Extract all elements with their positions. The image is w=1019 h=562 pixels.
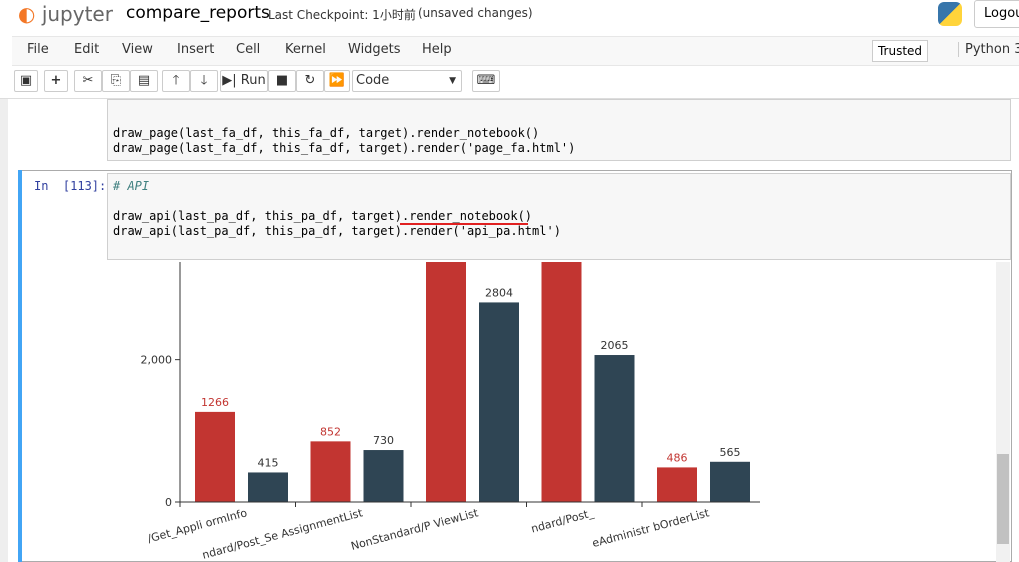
code-line: draw_page(last_fa_df, this_fa_df, target… [113,126,540,140]
value-label: 415 [258,456,279,469]
save-status: (unsaved changes) [418,6,533,20]
move-down-button[interactable]: 🡓 [190,70,218,92]
kernel-name: Python 3 [958,42,1019,57]
value-label: 565 [720,446,741,459]
bar [426,262,466,502]
insert-button[interactable]: + [44,70,68,92]
menu-item[interactable]: Help [422,42,452,57]
move-up-button[interactable]: 🡑 [162,70,190,92]
x-tick-label: NonStandard/P ViewList [349,506,480,553]
y-tick-label: 2,000 [141,354,173,367]
logo-text: jupyter [41,2,113,26]
bar [657,467,697,502]
paste-button[interactable]: ▤ [130,70,158,92]
logout-button[interactable]: Logou [974,0,1019,28]
menu-item[interactable]: View [122,42,153,57]
python-logo [938,2,962,26]
code-input[interactable] [107,173,1011,260]
cell-type-select[interactable]: Code ▼ [352,70,462,92]
value-label: 1266 [201,396,229,409]
menubar [12,36,1019,66]
menu-item[interactable]: Kernel [285,42,326,57]
menu-item[interactable]: File [27,42,49,57]
keyboard-button[interactable]: ⌨ [472,70,500,92]
value-label: 2804 [485,286,513,299]
value-label: 852 [320,425,341,438]
cell-prompt: In [113]: [34,179,107,193]
bar [479,302,519,502]
bar [195,411,235,502]
run-label: Run [240,73,266,88]
restart-button[interactable]: ↻ [296,70,324,92]
run-all-button[interactable]: ⏩ [324,70,350,92]
cell-type-label: Code [356,73,390,88]
bar [541,262,582,502]
code-line: draw_api(last_pa_df, this_pa_df, target)… [113,209,533,223]
stop-button[interactable]: ■ [268,70,296,92]
menu-item[interactable]: Insert [177,42,215,57]
checkpoint: Last Checkpoint: 1小时前 [268,8,416,22]
annotation-underline [400,223,528,225]
run-button[interactable]: ▶| Run [220,70,268,92]
y-tick-label: 0 [165,496,172,509]
menu-item[interactable]: Cell [236,42,261,57]
notebook-name[interactable]: compare_reports [126,3,270,23]
bar [248,472,288,502]
code-line: draw_page(last_fa_df, this_fa_df, target… [113,141,576,155]
menu-item[interactable]: Edit [74,42,100,57]
menu-item[interactable]: Widgets [348,42,401,57]
code-comment: # API [113,179,150,193]
bar [594,355,635,502]
bar [710,461,750,502]
scrollbar[interactable] [996,262,1010,562]
chart: 02,0001266852360035504864157302804206556… [141,262,760,562]
code-line: draw_api(last_pa_df, this_pa_df, target)… [113,224,561,238]
logo[interactable]: ◐ jupyter [18,2,113,26]
code-cell-previous[interactable] [107,99,1011,161]
trusted-badge[interactable]: Trusted [872,40,928,62]
bar [363,450,404,502]
value-label: 486 [667,451,688,464]
selected-cell-marker [18,170,22,562]
value-label: 730 [373,434,394,447]
cut-button[interactable]: ✂ [74,70,102,92]
x-tick-label: eAdministr bOrderList [591,506,711,550]
x-tick-label: ndard/Post_ [530,506,596,535]
copy-button[interactable]: ⎘ [102,70,130,92]
save-button[interactable]: ▣ [14,70,38,92]
bar [310,441,351,502]
value-label: 2065 [601,339,629,352]
